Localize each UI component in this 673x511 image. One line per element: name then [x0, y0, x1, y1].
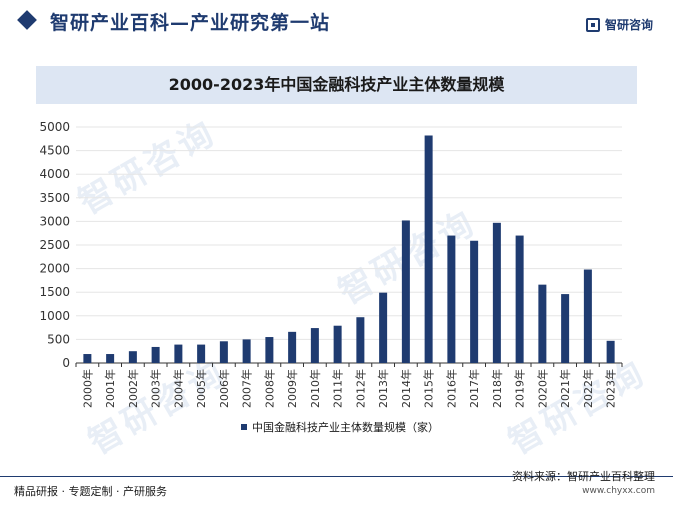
y-tick-label: 5000 — [39, 120, 70, 134]
y-tick-label: 1500 — [39, 285, 70, 299]
y-tick-label: 500 — [47, 332, 70, 346]
bar — [561, 294, 570, 363]
x-tick-label: 2012年 — [353, 369, 367, 408]
brand: 智研咨询 — [585, 16, 653, 33]
y-tick-label: 2000 — [39, 262, 70, 276]
x-tick-label: 2003年 — [149, 369, 163, 408]
x-tick-label: 2013年 — [376, 369, 390, 408]
x-tick-label: 2009年 — [285, 369, 299, 408]
x-tick-label: 2006年 — [217, 369, 231, 408]
bar — [265, 337, 274, 363]
legend-label: 中国金融科技产业主体数量规模（家） — [252, 420, 439, 434]
bar — [310, 328, 319, 363]
x-tick-label: 2014年 — [399, 369, 413, 408]
bar — [106, 354, 115, 363]
bar — [379, 292, 388, 363]
x-tick-label: 2007年 — [240, 369, 254, 408]
x-tick-label: 2001年 — [103, 369, 117, 408]
y-tick-label: 4000 — [39, 167, 70, 181]
x-tick-label: 2000年 — [80, 369, 94, 408]
x-tick-label: 2016年 — [444, 369, 458, 408]
bar — [470, 240, 479, 363]
bar — [515, 235, 524, 363]
x-tick-label: 2021年 — [558, 369, 572, 408]
chart-title-bar: 2000-2023年中国金融科技产业主体数量规模 — [36, 66, 637, 104]
bar — [401, 220, 410, 363]
bar — [424, 135, 433, 363]
bar — [174, 344, 183, 363]
x-tick-label: 2011年 — [331, 369, 345, 408]
page-header: 智研产业百科—产业研究第一站 智研咨询 — [0, 0, 673, 52]
x-tick-label: 2022年 — [581, 369, 595, 408]
bar — [288, 331, 297, 363]
x-tick-label: 2015年 — [422, 369, 436, 408]
x-tick-label: 2004年 — [171, 369, 185, 408]
bar — [583, 269, 592, 363]
x-tick-label: 2017年 — [467, 369, 481, 408]
x-tick-label: 2020年 — [535, 369, 549, 408]
y-tick-label: 3000 — [39, 214, 70, 228]
x-tick-label: 2002年 — [126, 369, 140, 408]
bar — [356, 317, 365, 363]
footer-divider — [0, 476, 673, 477]
footer-url: www.chyxx.com — [582, 486, 655, 496]
footer-tagline: 精品研报 · 专题定制 · 产研服务 — [14, 485, 167, 498]
y-tick-label: 1000 — [39, 309, 70, 323]
bar — [197, 344, 206, 363]
chart-title: 2000-2023年中国金融科技产业主体数量规模 — [168, 75, 505, 94]
bar — [447, 235, 456, 363]
brand-name: 智研咨询 — [604, 18, 653, 32]
bar — [606, 340, 615, 363]
x-tick-label: 2018年 — [490, 369, 504, 408]
bar — [492, 222, 501, 363]
bar — [128, 351, 137, 363]
bar — [242, 339, 251, 363]
y-tick-label: 0 — [62, 356, 70, 370]
bar — [83, 354, 92, 363]
x-tick-label: 2008年 — [262, 369, 276, 408]
y-tick-label: 4500 — [39, 144, 70, 158]
bar — [151, 346, 160, 363]
x-tick-label: 2005年 — [194, 369, 208, 408]
x-tick-label: 2019年 — [513, 369, 527, 408]
bar-chart: 0 500 1000 1500 2000 2500 3000 3500 4000 4500 5000… — [39, 120, 623, 434]
bar — [333, 325, 342, 363]
y-tick-label: 3500 — [39, 191, 70, 205]
footer-source: 资料来源：智研产业百科整理 — [512, 470, 655, 483]
x-tick-label: 2010年 — [308, 369, 322, 408]
legend-swatch — [241, 424, 247, 430]
y-tick-label: 2500 — [39, 238, 70, 252]
x-tick-label: 2023年 — [604, 369, 618, 408]
brand-logo-icon — [585, 17, 600, 32]
page-title: 智研产业百科—产业研究第一站 — [50, 12, 331, 34]
bar — [219, 341, 228, 363]
bar — [538, 284, 547, 363]
